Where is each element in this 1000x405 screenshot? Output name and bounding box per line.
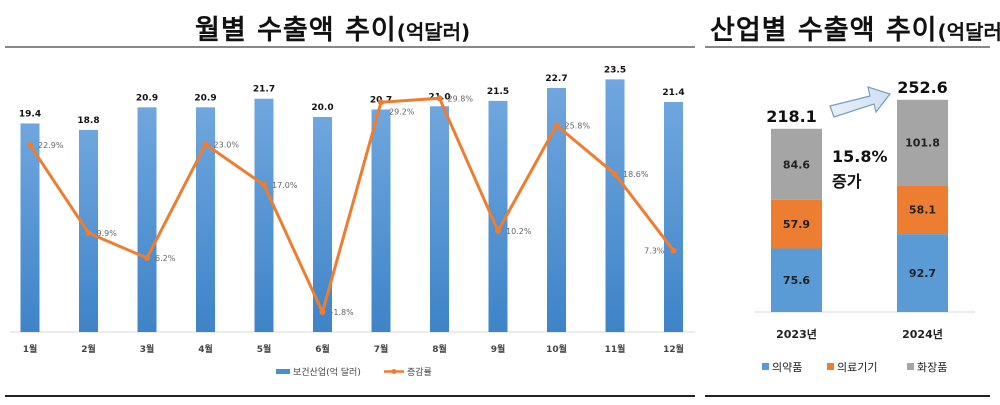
growth-rate-label: -1.8% <box>331 308 355 317</box>
growth-rate-point <box>261 181 267 188</box>
segment-value-label: 84.6 <box>783 158 810 171</box>
x-tick-label: 12월 <box>663 343 684 355</box>
growth-rate-label: 10.2% <box>506 227 532 236</box>
legend-swatch-의약품 <box>762 363 769 370</box>
right-title-main: 산업별 수출액 추이 <box>710 15 938 46</box>
growth-rate-label: 18.6% <box>623 170 649 179</box>
x-tick-label: 1월 <box>23 343 38 355</box>
total-value-label: 218.1 <box>766 107 817 126</box>
legend-line-marker <box>391 369 397 374</box>
growth-arrow-icon <box>829 86 892 118</box>
bar-value-label: 18.8 <box>77 116 99 126</box>
growth-rate-point <box>202 141 209 148</box>
bar-value-label: 23.5 <box>604 65 626 75</box>
segment-value-label: 101.8 <box>905 137 940 150</box>
legend-label: 화장품 <box>917 361 947 374</box>
x-tick-label: 8월 <box>432 343 447 355</box>
segment-value-label: 58.1 <box>909 204 936 217</box>
bar-value-label: 20.9 <box>136 93 158 103</box>
left-bottom-rule <box>5 395 695 397</box>
category-label: 2024년 <box>902 327 943 341</box>
legend-line-label: 증감률 <box>407 366 432 378</box>
bar-10 <box>547 87 566 332</box>
growth-rate-point <box>319 309 326 316</box>
segment-value-label: 75.6 <box>783 274 810 287</box>
bar-9 <box>488 100 508 332</box>
bar-4 <box>196 107 215 332</box>
x-tick-label: 4월 <box>198 343 213 355</box>
growth-rate-point <box>85 229 92 236</box>
x-tick-label: 10월 <box>546 343 567 355</box>
left-chart-title: 월별 수출액 추이(억달러) <box>195 8 470 47</box>
legend-label: 의료기기 <box>837 361 877 374</box>
bar-value-label: 20.9 <box>194 93 216 103</box>
right-title-unit: (억달러) <box>937 20 1000 44</box>
legend-label: 의약품 <box>772 360 802 374</box>
legend-bar-label: 보건산업(억 달러) <box>293 366 361 378</box>
growth-rate-label: 22.9% <box>38 141 64 150</box>
bar-value-label: 20.0 <box>311 103 333 113</box>
segment-value-label: 57.9 <box>783 218 810 231</box>
bar-value-label: 22.7 <box>545 74 567 84</box>
x-tick-label: 7월 <box>374 343 389 355</box>
x-tick-label: 9월 <box>491 343 506 355</box>
bar-5 <box>254 98 274 332</box>
stack-segment-의약품 <box>771 248 822 312</box>
x-tick-label: 6월 <box>315 343 330 355</box>
growth-rate-label: 23.0% <box>214 140 240 149</box>
growth-rate-point <box>670 247 677 254</box>
left-title-underline <box>5 46 695 48</box>
stack-segment-화장품 <box>897 99 948 186</box>
legend-swatch-화장품 <box>907 363 914 370</box>
growth-rate-label: 7.3% <box>644 247 665 256</box>
legend-bar-swatch <box>276 369 290 374</box>
growth-rate-line <box>28 96 675 314</box>
segment-value-label: 92.7 <box>909 267 936 280</box>
right-title-underline <box>705 46 990 48</box>
bar-value-label: 21.4 <box>662 88 684 98</box>
stack-segment-화장품 <box>771 128 822 200</box>
x-tick-label: 3월 <box>140 343 155 355</box>
total-value-label: 252.6 <box>897 78 948 97</box>
right-chart-title: 산업별 수출액 추이(억달러) <box>710 8 1000 47</box>
growth-rate-label: 6.2% <box>155 254 176 263</box>
growth-percent: 15.8% <box>832 147 888 166</box>
category-label: 2023년 <box>776 327 817 341</box>
bar-12 <box>664 101 683 332</box>
growth-rate-label: 29.8% <box>448 94 474 103</box>
stack-segment-의료기기 <box>771 199 822 249</box>
bar-1 <box>20 123 40 332</box>
bar-7 <box>371 109 391 332</box>
left-title-main: 월별 수출액 추이 <box>195 15 397 46</box>
bar-6 <box>313 117 332 332</box>
bar-3 <box>137 107 157 332</box>
growth-rate-label: 29.2% <box>389 107 415 116</box>
growth-rate-point <box>436 95 443 102</box>
legend-swatch-의료기기 <box>827 363 834 370</box>
left-title-unit: (억달러) <box>396 20 471 44</box>
growth-rate-point <box>612 171 618 178</box>
growth-label: 증가 <box>832 172 862 191</box>
bar-value-label: 21.5 <box>487 87 509 97</box>
stack-segment-의료기기 <box>897 185 948 235</box>
growth-rate-point <box>378 99 384 106</box>
growth-rate-point <box>27 141 33 148</box>
stack-segment-의약품 <box>897 234 948 312</box>
bar-value-label: 19.4 <box>19 109 41 119</box>
right-bottom-rule <box>705 395 990 397</box>
x-tick-label: 5월 <box>257 343 272 355</box>
growth-rate-label: 17.0% <box>272 181 298 190</box>
bar-8 <box>430 106 449 332</box>
growth-rate-point <box>144 255 150 262</box>
growth-rate-point <box>495 227 501 234</box>
x-tick-label: 2월 <box>81 343 96 355</box>
bar-11 <box>605 79 625 332</box>
growth-rate-label: 9.9% <box>97 229 118 238</box>
x-tick-label: 11월 <box>605 343 626 355</box>
growth-rate-label: 25.8% <box>565 121 591 130</box>
bar-value-label: 21.7 <box>253 85 275 95</box>
growth-rate-point <box>553 122 560 129</box>
